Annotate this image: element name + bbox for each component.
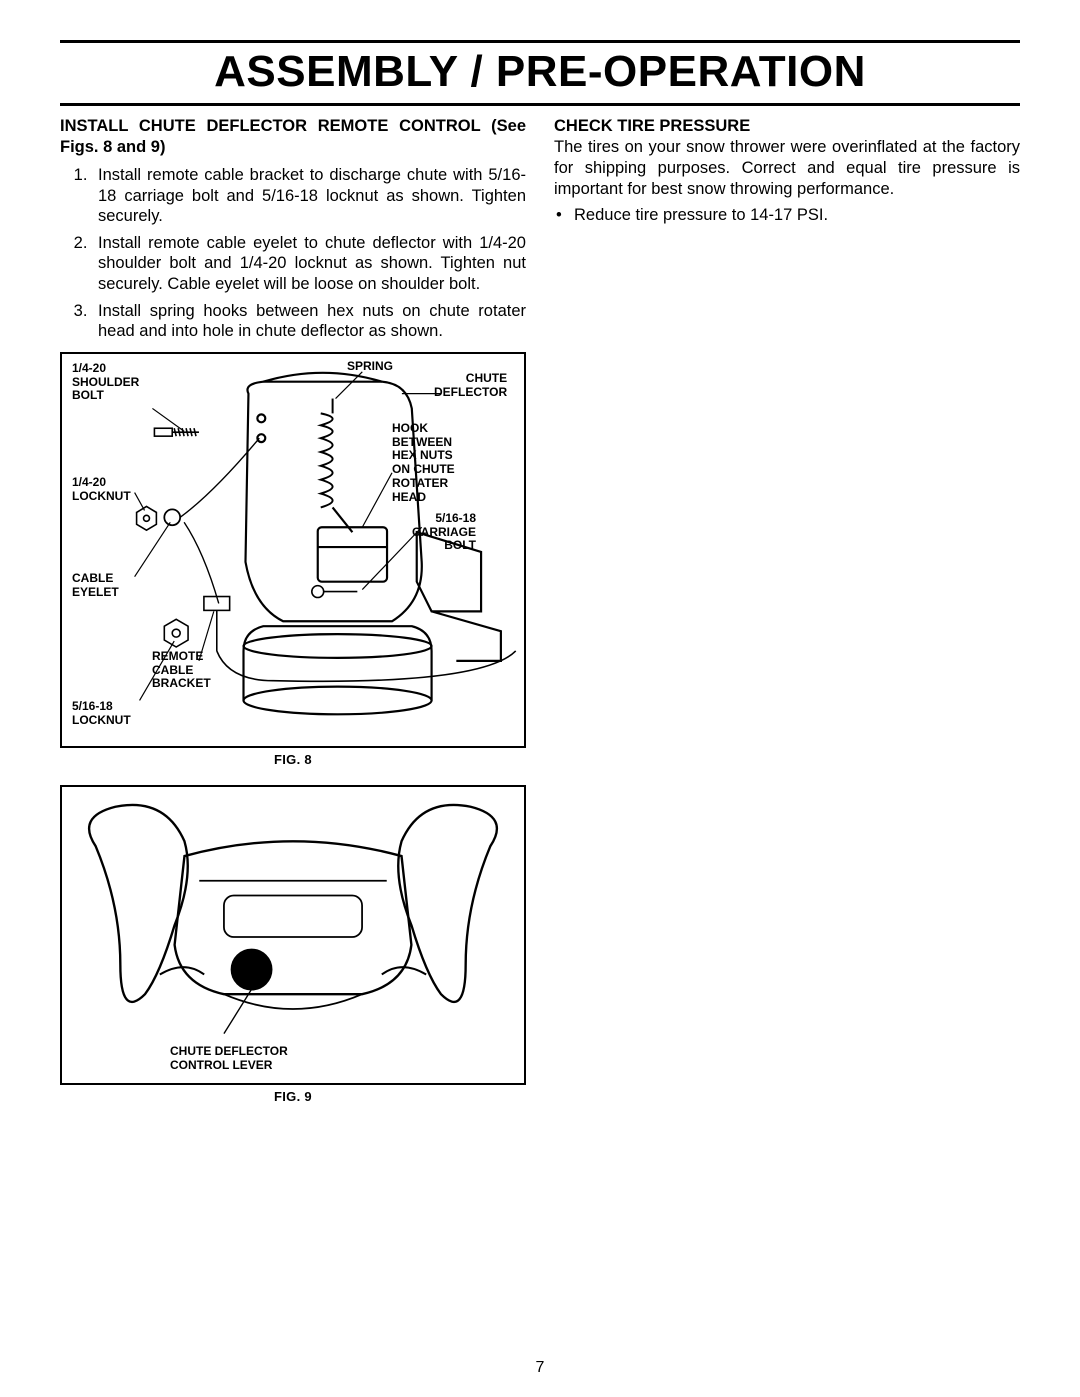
two-column-layout: INSTALL CHUTE DEFLECTOR REMOTE CONTROL (… — [60, 116, 1020, 1104]
page-title: ASSEMBLY / PRE-OPERATION — [60, 47, 1020, 106]
label-locknut-14: 1/4-20 LOCKNUT — [72, 476, 131, 504]
tire-pressure-body: The tires on your snow thrower were over… — [554, 137, 1020, 199]
tire-pressure-heading: CHECK TIRE PRESSURE — [554, 116, 1020, 137]
figure-9-caption: FIG. 9 — [60, 1089, 526, 1104]
step-2: Install remote cable eyelet to chute def… — [92, 233, 526, 295]
label-hook: HOOK BETWEEN HEX NUTS ON CHUTE ROTATER H… — [392, 422, 455, 505]
left-column: INSTALL CHUTE DEFLECTOR REMOTE CONTROL (… — [60, 116, 526, 1104]
label-locknut-516: 5/16-18 LOCKNUT — [72, 700, 131, 728]
figure-8-box: 1/4-20 SHOULDER BOLT SPRING CHUTE DEFLEC… — [60, 352, 526, 748]
step-3: Install spring hooks between hex nuts on… — [92, 301, 526, 342]
install-chute-heading: INSTALL CHUTE DEFLECTOR REMOTE CONTROL (… — [60, 116, 526, 159]
right-column: CHECK TIRE PRESSURE The tires on your sn… — [554, 116, 1020, 1104]
label-cable-eyelet: CABLE EYELET — [72, 572, 119, 600]
figure-9-box: CHUTE DEFLECTOR CONTROL LEVER — [60, 785, 526, 1085]
top-rule — [60, 40, 1020, 43]
tire-pressure-list: Reduce tire pressure to 14-17 PSI. — [554, 205, 1020, 226]
step-1: Install remote cable bracket to discharg… — [92, 165, 526, 227]
label-spring: SPRING — [347, 360, 393, 374]
install-steps-list: Install remote cable bracket to discharg… — [60, 165, 526, 342]
label-control-lever: CHUTE DEFLECTOR CONTROL LEVER — [170, 1045, 288, 1073]
figure-9-diagram — [62, 787, 524, 1083]
figure-8-caption: FIG. 8 — [60, 752, 526, 767]
tire-pressure-bullet: Reduce tire pressure to 14-17 PSI. — [574, 205, 1020, 226]
label-shoulder-bolt: 1/4-20 SHOULDER BOLT — [72, 362, 139, 403]
label-carriage-bolt: 5/16-18 CARRIAGE BOLT — [412, 512, 476, 553]
page-number: 7 — [0, 1359, 1080, 1377]
label-remote-bracket: REMOTE CABLE BRACKET — [152, 650, 211, 691]
label-chute-deflector: CHUTE DEFLECTOR — [434, 372, 507, 400]
